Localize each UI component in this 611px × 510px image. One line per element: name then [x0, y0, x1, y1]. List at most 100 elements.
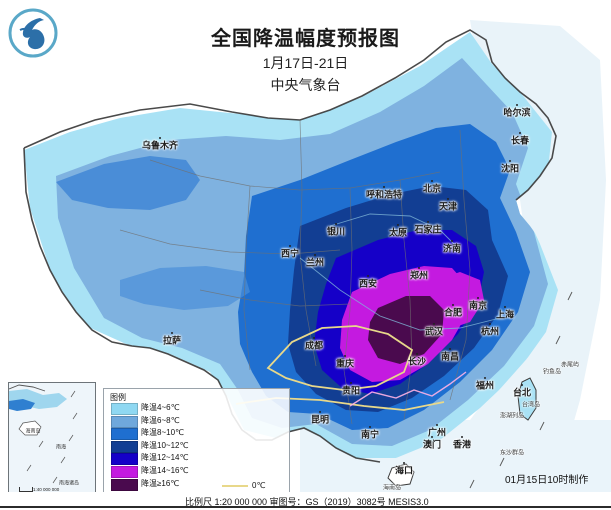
city-marker-dot	[171, 332, 173, 334]
city-label: 澳门	[422, 439, 442, 450]
city-label: 福州	[475, 380, 495, 391]
city-label: 银川	[326, 226, 346, 237]
city-marker-dot	[489, 323, 491, 325]
city-marker-dot	[427, 221, 429, 223]
city-label: 拉萨	[162, 335, 182, 346]
geo-label: 赤尾屿	[560, 362, 580, 369]
bottom-rule	[0, 506, 611, 508]
city-label: 南宁	[360, 429, 380, 440]
city-label: 沈阳	[500, 163, 520, 174]
city-marker-dot	[516, 104, 518, 106]
geo-label: 钓鱼岛	[542, 369, 562, 376]
city-marker-dot	[367, 275, 369, 277]
city-marker-dot	[289, 245, 291, 247]
geo-label: 海南岛	[382, 485, 402, 492]
legend-label: 降温12~14℃	[141, 453, 189, 463]
city-label: 南昌	[440, 351, 460, 362]
city-label: 上海	[495, 309, 515, 320]
city-label: 呼和浩特	[365, 189, 403, 200]
city-label: 兰州	[305, 257, 325, 268]
isotherm-swatch	[222, 485, 248, 487]
cma-dragon-logo	[8, 8, 58, 58]
city-marker-dot	[416, 353, 418, 355]
legend-label: 降温8~10℃	[141, 428, 185, 438]
city-label: 北京	[422, 183, 442, 194]
footer-bar	[0, 492, 611, 510]
city-label: 济南	[442, 243, 462, 254]
city-marker-dot	[335, 223, 337, 225]
geo-label: 东沙群岛	[499, 450, 525, 457]
geo-label: 台湾岛	[521, 402, 541, 409]
city-label: 广州	[427, 427, 447, 438]
footer-scale-and-approval: 比例尺 1:20 000 000 审图号：GS（2019）3082号 MESIS…	[185, 497, 429, 507]
city-marker-dot	[369, 426, 371, 428]
legend-swatch	[111, 466, 138, 478]
city-label: 西安	[358, 278, 378, 289]
isotherm-label: 0℃	[252, 481, 266, 490]
city-marker-dot	[461, 436, 463, 438]
city-marker-dot	[350, 382, 352, 384]
city-marker-dot	[159, 137, 161, 139]
legend-swatch	[111, 415, 138, 428]
city-marker-dot	[383, 186, 385, 188]
inset-scale-bar	[19, 487, 33, 492]
city-label: 海口	[394, 465, 414, 476]
city-marker-dot	[319, 411, 321, 413]
legend-swatch	[111, 403, 138, 415]
inset-label: 海南岛	[25, 428, 41, 435]
south-china-sea-inset: 海南岛 南海 南海诸岛 1:40 000 000	[8, 382, 96, 504]
city-label: 成都	[304, 340, 324, 351]
city-label: 南京	[468, 300, 488, 311]
city-marker-dot	[519, 132, 521, 134]
city-label: 昆明	[310, 414, 330, 425]
city-marker-dot	[477, 297, 479, 299]
legend-label: 降温≥16℃	[141, 478, 180, 488]
city-marker-dot	[431, 436, 433, 438]
legend-swatch	[111, 428, 138, 441]
legend-label: 降温4~6℃	[141, 403, 180, 412]
legend-swatch	[111, 453, 138, 466]
city-marker-dot	[344, 355, 346, 357]
legend-label: 降温14~16℃	[141, 466, 189, 475]
city-label: 武汉	[424, 326, 444, 337]
legend-box: 图例 降温4~6℃ 降温6~8℃ 降温8~10℃ 降温10~12℃ 降温12~14℃ 降温…	[103, 388, 290, 500]
city-marker-dot	[431, 180, 433, 182]
geo-label: 澎湖列岛	[499, 413, 525, 420]
city-label: 西宁	[280, 248, 300, 259]
city-label: 重庆	[335, 358, 355, 369]
legend-label: 降温6~8℃	[141, 415, 180, 425]
inset-label: 南海	[55, 444, 67, 451]
city-marker-dot	[451, 240, 453, 242]
made-time-stamp: 01月15日10时制作	[505, 475, 589, 486]
city-label: 香港	[452, 439, 472, 450]
city-marker-dot	[403, 462, 405, 464]
legend-title: 图例	[110, 393, 126, 402]
city-label: 郑州	[409, 270, 429, 281]
city-marker-dot	[504, 306, 506, 308]
legend-swatch	[111, 440, 138, 453]
city-label: 哈尔滨	[503, 107, 531, 118]
city-marker-dot	[397, 224, 399, 226]
legend-label: 降温10~12℃	[141, 440, 189, 450]
city-marker-dot	[484, 377, 486, 379]
city-marker-dot	[447, 198, 449, 200]
legend-swatch	[111, 478, 138, 491]
city-label: 乌鲁木齐	[141, 140, 179, 151]
city-marker-dot	[418, 267, 420, 269]
city-label: 天津	[438, 201, 458, 212]
city-marker-dot	[314, 254, 316, 256]
city-marker-dot	[452, 304, 454, 306]
city-label: 石家庄	[414, 224, 442, 235]
city-marker-dot	[436, 424, 438, 426]
city-label: 合肥	[443, 307, 463, 318]
city-label: 长春	[510, 135, 530, 146]
city-label: 长沙	[407, 356, 427, 367]
inset-scale-text: 1:40 000 000	[33, 487, 60, 492]
city-marker-dot	[313, 337, 315, 339]
city-marker-dot	[521, 384, 523, 386]
city-label: 杭州	[480, 326, 500, 337]
city-label: 太原	[388, 227, 408, 238]
city-marker-dot	[449, 348, 451, 350]
